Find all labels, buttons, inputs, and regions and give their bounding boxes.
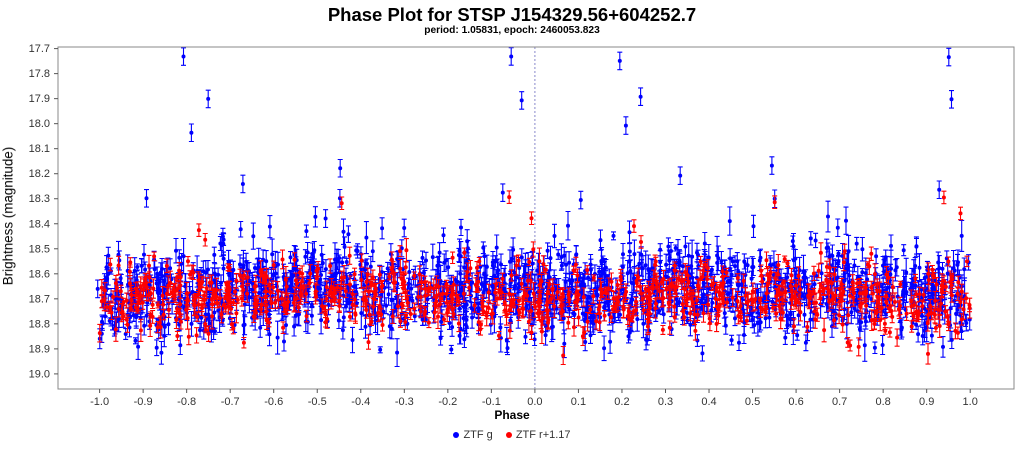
svg-text:18.9: 18.9 xyxy=(29,343,50,355)
svg-text:18.3: 18.3 xyxy=(29,193,50,205)
svg-text:18.1: 18.1 xyxy=(29,143,50,155)
svg-text:0.3: 0.3 xyxy=(658,396,673,408)
svg-text:-0.5: -0.5 xyxy=(308,396,327,408)
svg-text:19.0: 19.0 xyxy=(29,368,50,380)
svg-text:-0.7: -0.7 xyxy=(221,396,240,408)
svg-text:0.0: 0.0 xyxy=(527,396,542,408)
svg-text:17.8: 17.8 xyxy=(29,68,50,80)
svg-text:17.7: 17.7 xyxy=(29,43,50,55)
svg-text:0.9: 0.9 xyxy=(919,396,934,408)
svg-text:-0.1: -0.1 xyxy=(482,396,501,408)
svg-text:18.7: 18.7 xyxy=(29,293,50,305)
svg-text:-1.0: -1.0 xyxy=(90,396,109,408)
svg-text:0.5: 0.5 xyxy=(745,396,760,408)
svg-text:0.1: 0.1 xyxy=(571,396,586,408)
svg-text:0.6: 0.6 xyxy=(788,396,803,408)
svg-text:18.8: 18.8 xyxy=(29,318,50,330)
svg-text:18.4: 18.4 xyxy=(29,218,50,230)
svg-text:18.5: 18.5 xyxy=(29,243,50,255)
svg-text:-0.3: -0.3 xyxy=(395,396,414,408)
svg-text:1.0: 1.0 xyxy=(963,396,978,408)
svg-text:0.7: 0.7 xyxy=(832,396,847,408)
svg-text:17.9: 17.9 xyxy=(29,93,50,105)
svg-text:18.6: 18.6 xyxy=(29,268,50,280)
svg-text:-0.4: -0.4 xyxy=(351,396,370,408)
svg-text:0.4: 0.4 xyxy=(701,396,716,408)
svg-text:-0.6: -0.6 xyxy=(264,396,283,408)
svg-text:-0.8: -0.8 xyxy=(177,396,196,408)
svg-text:0.2: 0.2 xyxy=(614,396,629,408)
svg-text:0.8: 0.8 xyxy=(875,396,890,408)
svg-text:18.0: 18.0 xyxy=(29,118,50,130)
svg-text:-0.2: -0.2 xyxy=(438,396,457,408)
svg-text:-0.9: -0.9 xyxy=(134,396,153,408)
svg-text:18.2: 18.2 xyxy=(29,168,50,180)
